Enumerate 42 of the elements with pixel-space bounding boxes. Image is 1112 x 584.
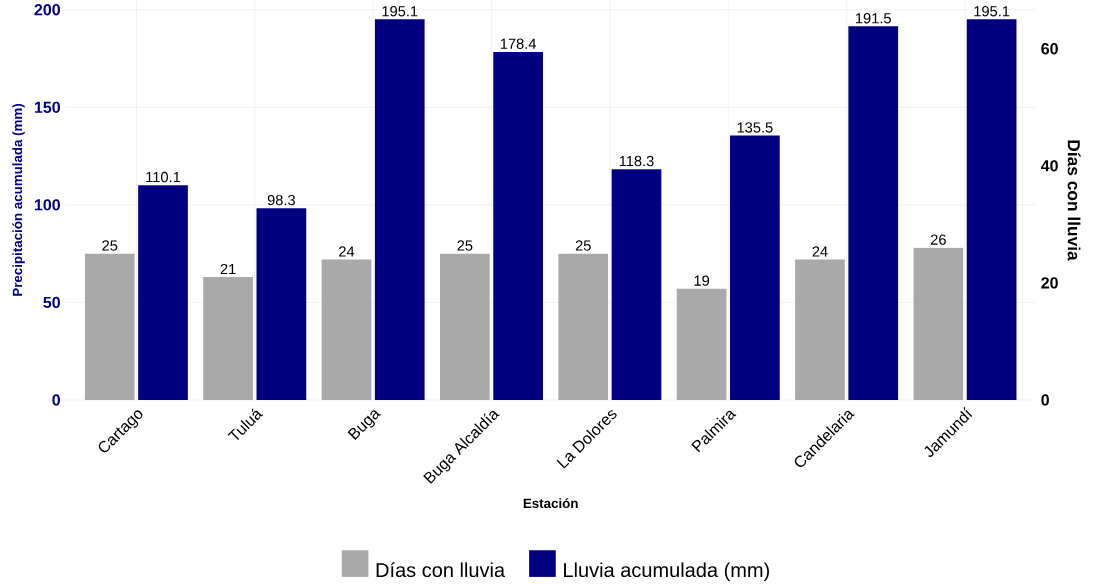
y2-tick-label: 0 [1041, 394, 1049, 406]
data-label: 26 [930, 234, 946, 245]
data-label: 24 [339, 246, 355, 257]
legend-label: Días con lluvia [376, 562, 506, 578]
bar [730, 135, 780, 400]
data-label: 25 [575, 240, 591, 251]
data-label: 135.5 [737, 122, 773, 133]
bar [203, 277, 253, 400]
data-label: 110.1 [146, 171, 181, 183]
data-label: 195.1 [382, 6, 418, 17]
legend-label: Lluvia acumulada (mm) [564, 562, 769, 582]
y-tick-label: 200 [34, 4, 60, 16]
data-label: 25 [457, 240, 473, 251]
data-label: 21 [220, 263, 236, 275]
bar [256, 208, 307, 400]
bar [676, 288, 727, 400]
data-label: 178.4 [500, 38, 537, 49]
bar [374, 19, 425, 400]
y-axis-title: Precipitación acumulada (mm) [12, 103, 25, 296]
bar [138, 185, 188, 400]
bar [440, 253, 490, 400]
bar [493, 51, 543, 400]
bar [84, 253, 135, 400]
y2-tick-label: 40 [1040, 160, 1058, 172]
data-label: 19 [694, 275, 710, 286]
data-label: 25 [102, 240, 118, 251]
bar [848, 26, 899, 400]
y2-tick-label: 20 [1041, 277, 1058, 289]
x-axis-title: Estación [523, 498, 578, 509]
data-label: 191.5 [856, 13, 891, 24]
y-tick-label: 50 [43, 296, 60, 309]
y-tick-label: 0 [52, 394, 60, 406]
data-label: 98.3 [267, 194, 295, 206]
data-label: 118.3 [619, 155, 654, 167]
y-tick-label: 150 [34, 101, 60, 113]
bar [795, 259, 845, 400]
bar [966, 19, 1017, 400]
y2-tick-label: 60 [1041, 43, 1058, 55]
data-label: 24 [812, 246, 828, 257]
y2-axis-title: Días con lluvia [1067, 140, 1081, 261]
y-tick-label: 100 [34, 199, 60, 211]
data-label: 195.1 [974, 6, 1010, 17]
